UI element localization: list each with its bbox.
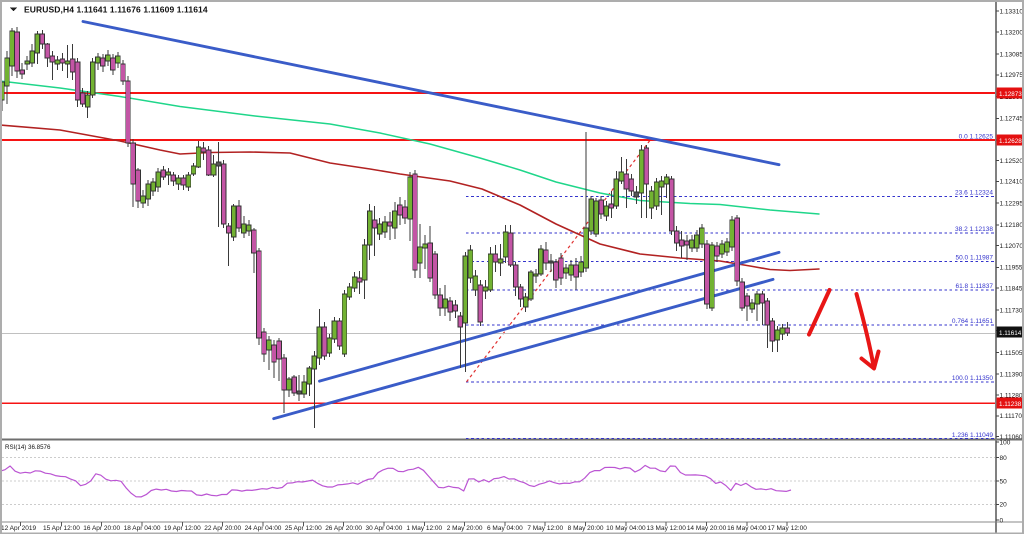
svg-text:1.12628: 1.12628 [999, 138, 1022, 145]
svg-text:100.0 1.11350: 100.0 1.11350 [952, 375, 993, 382]
svg-text:1 May 12:00: 1 May 12:00 [406, 525, 442, 532]
svg-text:1.12873: 1.12873 [999, 91, 1022, 98]
svg-text:1.11955: 1.11955 [1000, 265, 1023, 272]
svg-text:50: 50 [1000, 478, 1008, 485]
svg-text:1.11170: 1.11170 [1000, 413, 1023, 420]
svg-text:22 Apr 20:00: 22 Apr 20:00 [204, 525, 241, 532]
svg-text:23.6 1.12324: 23.6 1.12324 [955, 189, 993, 196]
svg-text:1.11730: 1.11730 [1000, 307, 1023, 314]
svg-text:0.0 1.12625: 0.0 1.12625 [959, 133, 994, 140]
svg-text:80: 80 [1000, 455, 1008, 462]
svg-text:26 Apr 20:00: 26 Apr 20:00 [325, 525, 362, 532]
svg-text:1.11238: 1.11238 [999, 401, 1022, 408]
svg-text:12 Apr 2019: 12 Apr 2019 [1, 525, 36, 532]
svg-text:1.12070: 1.12070 [1000, 243, 1024, 250]
svg-text:16 May 04:00: 16 May 04:00 [727, 525, 767, 532]
svg-text:30 Apr 04:00: 30 Apr 04:00 [366, 525, 403, 532]
svg-text:15 Apr 12:00: 15 Apr 12:00 [43, 525, 80, 532]
svg-text:24 Apr 04:00: 24 Apr 04:00 [245, 525, 282, 532]
svg-text:1.12180: 1.12180 [1000, 222, 1024, 229]
svg-text:EURUSD,H4 1.11641 1.11676 1.1: EURUSD,H4 1.11641 1.11676 1.11609 1.1161… [24, 5, 208, 15]
svg-text:1.12745: 1.12745 [1000, 116, 1024, 123]
svg-text:6 May 04:00: 6 May 04:00 [487, 525, 523, 532]
svg-text:2 May 20:00: 2 May 20:00 [447, 525, 483, 532]
svg-text:50.0 1.11987: 50.0 1.11987 [956, 254, 994, 261]
svg-text:1.12295: 1.12295 [1000, 200, 1024, 207]
svg-text:17 May 12:00: 17 May 12:00 [767, 525, 807, 532]
svg-text:13 May 12:00: 13 May 12:00 [647, 525, 687, 532]
svg-text:16 Apr 20:00: 16 Apr 20:00 [83, 525, 120, 532]
svg-text:25 Apr 12:00: 25 Apr 12:00 [285, 525, 322, 532]
svg-text:1.12520: 1.12520 [1000, 158, 1024, 165]
svg-text:1.12975: 1.12975 [1000, 72, 1024, 79]
svg-text:1.11505: 1.11505 [1000, 350, 1023, 357]
svg-text:19 Apr 12:00: 19 Apr 12:00 [164, 525, 201, 532]
svg-text:1.11060: 1.11060 [1000, 434, 1023, 441]
svg-text:1.13085: 1.13085 [1000, 51, 1024, 58]
svg-text:0.764 1.11651: 0.764 1.11651 [952, 318, 993, 325]
svg-text:1.11390: 1.11390 [1000, 372, 1023, 379]
svg-text:1.12410: 1.12410 [1000, 179, 1024, 186]
svg-text:14 May 20:00: 14 May 20:00 [687, 525, 727, 532]
svg-text:20: 20 [1000, 502, 1008, 509]
svg-text:1.11845: 1.11845 [1000, 286, 1023, 293]
svg-text:61.8 1.11837: 61.8 1.11837 [956, 283, 994, 290]
svg-text:0: 0 [1000, 517, 1004, 524]
svg-text:38.2 1.12138: 38.2 1.12138 [955, 226, 993, 233]
svg-text:18 Apr 04:00: 18 Apr 04:00 [124, 525, 161, 532]
svg-text:8 May 20:00: 8 May 20:00 [568, 525, 604, 532]
svg-text:1.13310: 1.13310 [1000, 8, 1024, 15]
svg-text:1.236 1.11049: 1.236 1.11049 [952, 432, 993, 439]
svg-text:100: 100 [1000, 439, 1011, 446]
svg-text:7 May 12:00: 7 May 12:00 [527, 525, 563, 532]
svg-text:RSI(14) 36.8576: RSI(14) 36.8576 [5, 444, 51, 451]
svg-text:1.11614: 1.11614 [999, 330, 1022, 337]
svg-text:1.13200: 1.13200 [1000, 30, 1024, 37]
svg-text:1.11280: 1.11280 [1000, 392, 1023, 399]
svg-text:10 May 04:00: 10 May 04:00 [606, 525, 646, 532]
